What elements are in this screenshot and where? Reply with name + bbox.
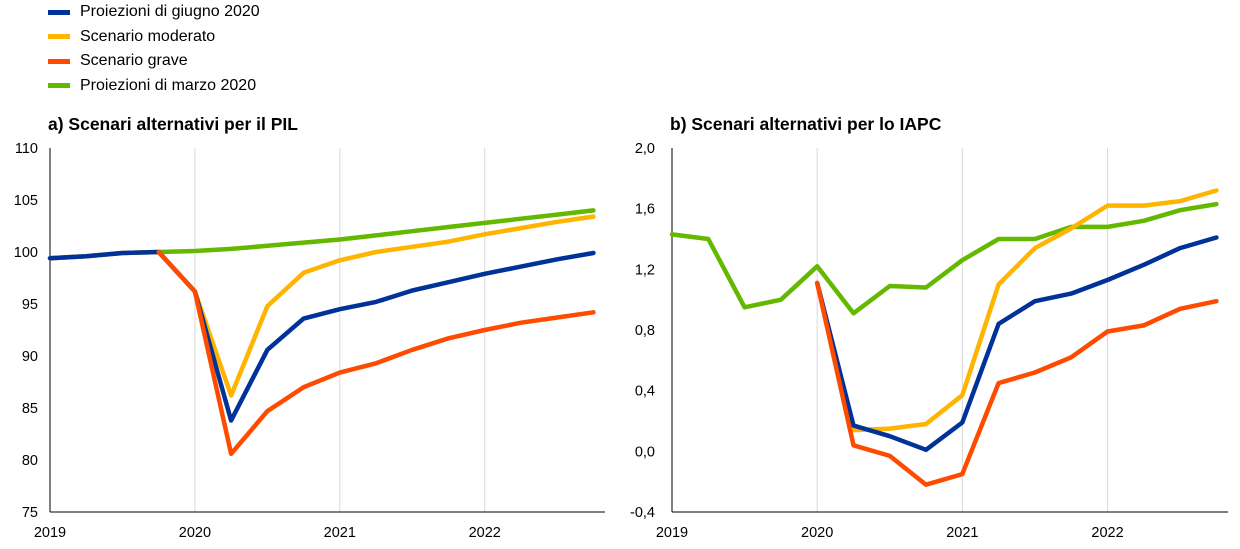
legend-swatch	[48, 58, 70, 64]
y-tick-label-hicp: 0,8	[635, 323, 655, 339]
legend-swatch	[48, 9, 70, 15]
x-tick-label-gdp: 2020	[179, 525, 211, 541]
x-tick-label-gdp: 2022	[469, 525, 501, 541]
y-tick-label-gdp: 80	[22, 453, 38, 469]
x-tick-label-gdp: 2021	[324, 525, 356, 541]
x-tick-label-gdp: 2019	[34, 525, 66, 541]
y-tick-label-hicp: 2,0	[635, 141, 655, 157]
series-line-proiezioni-di-marzo-2020-hicp	[669, 201, 1219, 316]
series-line-scenario-moderato-gdp	[47, 214, 596, 398]
series-line-proiezioni-di-giugno-2020-gdp	[47, 249, 596, 423]
chart-title-hicp: b) Scenari alternativi per lo IAPC	[670, 114, 942, 134]
legend-swatch	[48, 34, 70, 40]
legend-item: Proiezioni di giugno 2020	[48, 0, 260, 25]
legend-label: Proiezioni di marzo 2020	[80, 76, 257, 94]
y-tick-label-gdp: 110	[15, 141, 38, 157]
series-line-scenario-grave-gdp	[156, 249, 596, 457]
series-line-proiezioni-di-giugno-2020-hicp	[814, 235, 1219, 453]
x-tick-label-hicp: 2019	[656, 525, 688, 541]
y-tick-label-gdp: 105	[14, 193, 38, 209]
y-tick-label-gdp: 85	[22, 401, 38, 417]
legend-item: Proiezioni di marzo 2020	[48, 74, 260, 99]
legend-label: Scenario moderato	[80, 27, 216, 45]
y-tick-label-gdp: 95	[22, 297, 38, 313]
legend-item: Scenario moderato	[48, 25, 260, 50]
legend-item: Scenario grave	[48, 49, 260, 74]
series-line-scenario-moderato-hicp	[814, 188, 1219, 433]
legend-label: Proiezioni di giugno 2020	[80, 3, 260, 21]
legend: Proiezioni di giugno 2020 Scenario moder…	[48, 0, 260, 98]
series-line-scenario-grave-hicp	[814, 280, 1219, 487]
y-tick-label-hicp: 1,2	[635, 262, 655, 278]
legend-label: Scenario grave	[80, 52, 188, 70]
y-tick-label-gdp: 100	[14, 245, 38, 261]
x-tick-label-hicp: 2021	[946, 525, 978, 541]
x-tick-label-hicp: 2020	[801, 525, 833, 541]
legend-swatch	[48, 83, 70, 89]
y-tick-label-hicp: 1,6	[635, 202, 655, 218]
x-tick-label-hicp: 2022	[1091, 525, 1123, 541]
y-tick-label-hicp: -0,4	[630, 505, 655, 521]
y-tick-label-hicp: 0,4	[635, 384, 655, 400]
y-tick-label-hicp: 0,0	[635, 444, 655, 460]
chart-title-gdp: a) Scenari alternativi per il PIL	[48, 114, 298, 134]
y-tick-label-gdp: 75	[22, 505, 38, 521]
y-tick-label-gdp: 90	[22, 349, 38, 365]
